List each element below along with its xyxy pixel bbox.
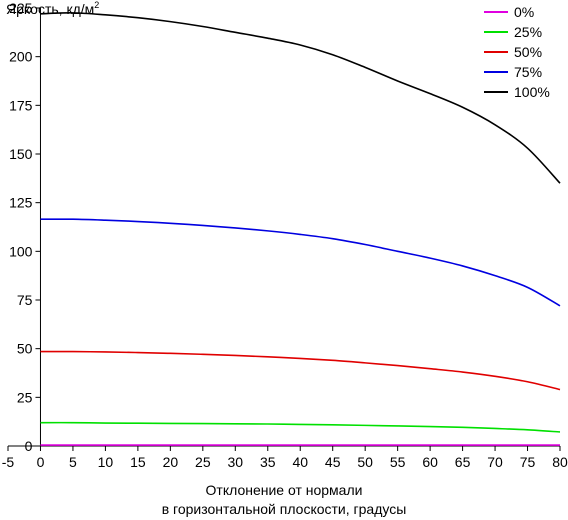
x-tick-label: 25 <box>195 454 211 470</box>
y-tick-label: 225 <box>9 0 33 16</box>
x-tick-label: 80 <box>552 454 568 470</box>
x-tick-label: 35 <box>260 454 276 470</box>
legend-label: 75% <box>514 64 542 80</box>
x-tick-label: 45 <box>325 454 341 470</box>
y-tick-label: 50 <box>17 341 33 357</box>
y-tick-label: 150 <box>9 146 33 162</box>
x-tick-label: 10 <box>98 454 114 470</box>
x-tick-label: 60 <box>422 454 438 470</box>
x-axis-label-line1: Отклонение от нормали <box>205 482 363 498</box>
x-tick-label: 5 <box>69 454 77 470</box>
y-tick-label: 175 <box>9 97 33 113</box>
x-tick-label: 20 <box>163 454 179 470</box>
y-tick-label: 125 <box>9 195 33 211</box>
y-tick-label: 75 <box>17 292 33 308</box>
legend-label: 100% <box>514 84 550 100</box>
y-tick-label: 100 <box>9 243 33 259</box>
legend-label: 25% <box>514 24 542 40</box>
x-tick-label: 70 <box>487 454 503 470</box>
y-tick-label: 200 <box>9 49 33 65</box>
series-line-50pct <box>40 350 561 391</box>
legend-label: 50% <box>514 44 542 60</box>
x-tick-label: 75 <box>520 454 536 470</box>
series-line-25pct <box>40 421 561 433</box>
x-tick-label: 50 <box>357 454 373 470</box>
series-line-100pct <box>40 12 561 184</box>
y-tick-label: 0 <box>25 438 33 454</box>
y-axis-label-superscript: 2 <box>94 0 100 10</box>
series-line-75pct <box>40 218 561 307</box>
legend-label: 0% <box>514 4 534 20</box>
x-tick-label: 15 <box>130 454 146 470</box>
x-tick-label: 55 <box>390 454 406 470</box>
x-tick-label: 30 <box>228 454 244 470</box>
x-tick-label: 0 <box>37 454 45 470</box>
y-tick-label: 25 <box>17 389 33 405</box>
x-tick-label: 65 <box>455 454 471 470</box>
x-axis-label-line2: в горизонтальной плоскости, градусы <box>161 501 407 517</box>
x-tick-label: 40 <box>292 454 308 470</box>
x-tick-label: -5 <box>2 454 15 470</box>
